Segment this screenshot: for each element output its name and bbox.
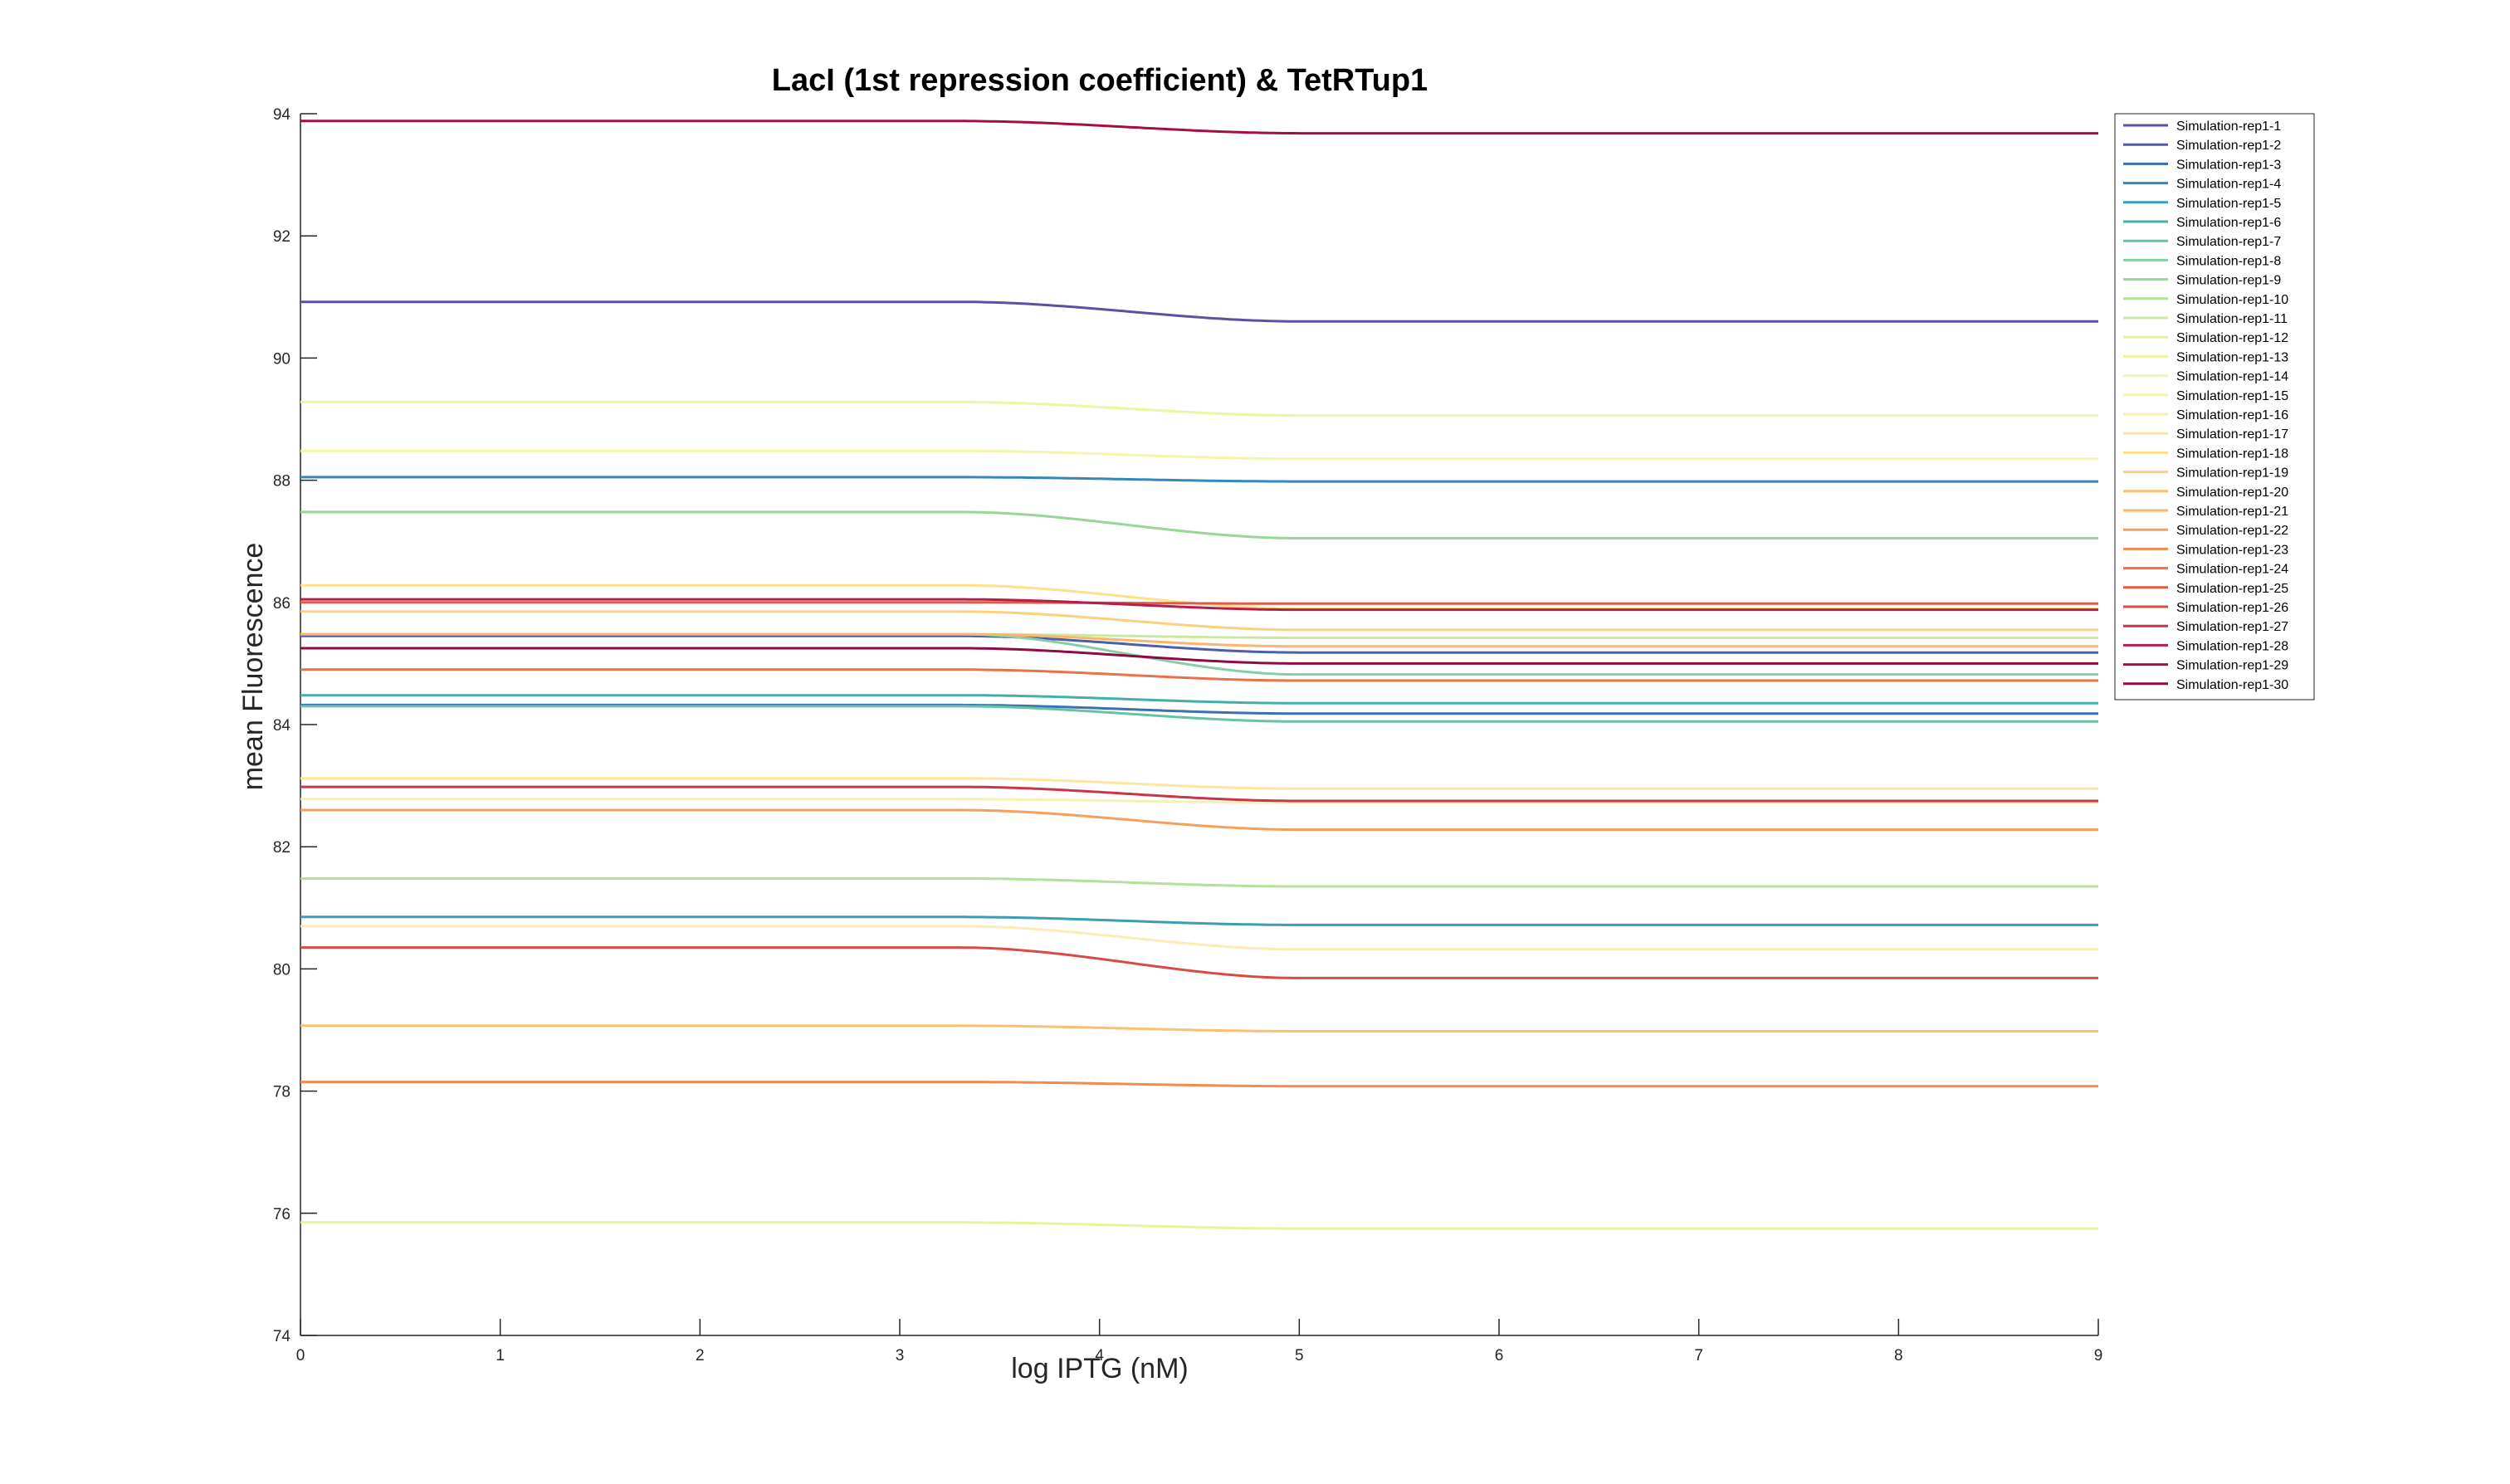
series-line-9 — [300, 510, 2098, 539]
legend-entry: Simulation-rep1-1 — [2176, 120, 2281, 134]
legend-entry: Simulation-rep1-16 — [2176, 408, 2288, 422]
y-axis-label: mean Fluorescence — [237, 543, 269, 791]
y-tick-label: 80 — [273, 961, 291, 979]
series-line-20 — [300, 1024, 2098, 1032]
series-line-19 — [300, 610, 2098, 632]
legend-entry: Simulation-rep1-14 — [2176, 370, 2288, 384]
y-tick-label: 90 — [273, 350, 291, 368]
x-tick-label: 3 — [896, 1347, 905, 1364]
y-tick-label: 76 — [273, 1206, 291, 1223]
legend-entry: Simulation-rep1-7 — [2176, 235, 2281, 249]
legend-entry: Simulation-rep1-21 — [2176, 505, 2288, 519]
y-tick-label: 74 — [273, 1328, 291, 1345]
y-tick-label: 78 — [273, 1084, 291, 1101]
legend-entry: Simulation-rep1-23 — [2176, 543, 2288, 557]
x-tick-label: 9 — [2094, 1347, 2103, 1364]
legend-entry: Simulation-rep1-26 — [2176, 601, 2288, 615]
legend-entry: Simulation-rep1-18 — [2176, 447, 2288, 461]
legend-entry: Simulation-rep1-28 — [2176, 639, 2288, 653]
legend-entry: Simulation-rep1-24 — [2176, 563, 2288, 577]
x-axis-label: log IPTG (nM) — [1011, 1353, 1188, 1384]
legend-entry: Simulation-rep1-29 — [2176, 659, 2288, 673]
y-tick-label: 82 — [273, 839, 291, 857]
legend-entry: Simulation-rep1-9 — [2176, 274, 2281, 288]
series-line-6 — [300, 694, 2098, 705]
legend: Simulation-rep1-1 Simulation-rep1-2 Simula… — [2114, 113, 2315, 701]
series-line-12 — [300, 1221, 2098, 1230]
x-tick-label: 4 — [1095, 1347, 1104, 1364]
series-line-7 — [300, 705, 2098, 723]
x-tick-label: 6 — [1495, 1347, 1504, 1364]
legend-entry: Simulation-rep1-6 — [2176, 216, 2281, 230]
series-line-2 — [300, 634, 2098, 654]
series-line-28 — [300, 598, 2098, 612]
legend-entry: Simulation-rep1-11 — [2176, 312, 2288, 326]
legend-box — [2114, 113, 2315, 701]
x-tick-label: 8 — [1894, 1347, 1903, 1364]
legend-entry: Simulation-rep1-22 — [2176, 524, 2288, 538]
legend-entry: Simulation-rep1-30 — [2176, 678, 2288, 692]
legend-entry: Simulation-rep1-4 — [2176, 178, 2281, 192]
x-tick-label: 2 — [696, 1347, 705, 1364]
legend-entry: Simulation-rep1-13 — [2176, 350, 2288, 364]
legend-entry: Simulation-rep1-2 — [2176, 139, 2281, 153]
legend-entry: Simulation-rep1-25 — [2176, 582, 2288, 596]
y-tick-label: 94 — [273, 106, 291, 124]
x-tick-label: 5 — [1295, 1347, 1304, 1364]
legend-entry: Simulation-rep1-20 — [2176, 486, 2288, 500]
series-line-24 — [300, 668, 2098, 682]
series-line-17 — [300, 777, 2098, 790]
series-line-1 — [300, 300, 2098, 323]
legend-entry: Simulation-rep1-17 — [2176, 427, 2288, 442]
series-line-26 — [300, 946, 2098, 979]
series-line-29 — [300, 120, 2098, 135]
legend-entry: Simulation-rep1-15 — [2176, 389, 2288, 403]
series-line-30 — [300, 647, 2098, 665]
x-tick-label: 7 — [1694, 1347, 1703, 1364]
x-tick-label: 0 — [296, 1347, 305, 1364]
y-tick-label: 92 — [273, 228, 291, 246]
legend-entry: Simulation-rep1-10 — [2176, 293, 2288, 307]
y-tick-label: 86 — [273, 595, 291, 613]
y-tick-label: 88 — [273, 473, 291, 491]
series-line-5 — [300, 915, 2098, 926]
series-line-23 — [300, 1081, 2098, 1088]
series-line-4 — [300, 476, 2098, 483]
x-tick-label: 1 — [496, 1347, 505, 1364]
legend-entry: Simulation-rep1-19 — [2176, 466, 2288, 481]
legend-entry: Simulation-rep1-8 — [2176, 254, 2281, 268]
legend-entry: Simulation-rep1-5 — [2176, 197, 2281, 211]
series-line-14 — [300, 449, 2098, 461]
legend-entry: Simulation-rep1-27 — [2176, 620, 2288, 634]
series-line-16 — [300, 925, 2098, 951]
legend-entry: Simulation-rep1-12 — [2176, 331, 2288, 345]
series-line-13 — [300, 400, 2098, 417]
series-line-18 — [300, 583, 2098, 610]
series-line-21 — [300, 632, 2098, 648]
series-line-27 — [300, 785, 2098, 803]
series-line-25 — [300, 601, 2098, 605]
series-line-22 — [300, 808, 2098, 832]
chart-title: LacI (1st repression coefficient) & TetR… — [772, 63, 1428, 98]
y-tick-label: 84 — [273, 717, 291, 735]
legend-entry: Simulation-rep1-3 — [2176, 158, 2281, 172]
series-line-10 — [300, 877, 2098, 888]
series-line-15 — [300, 798, 2098, 804]
